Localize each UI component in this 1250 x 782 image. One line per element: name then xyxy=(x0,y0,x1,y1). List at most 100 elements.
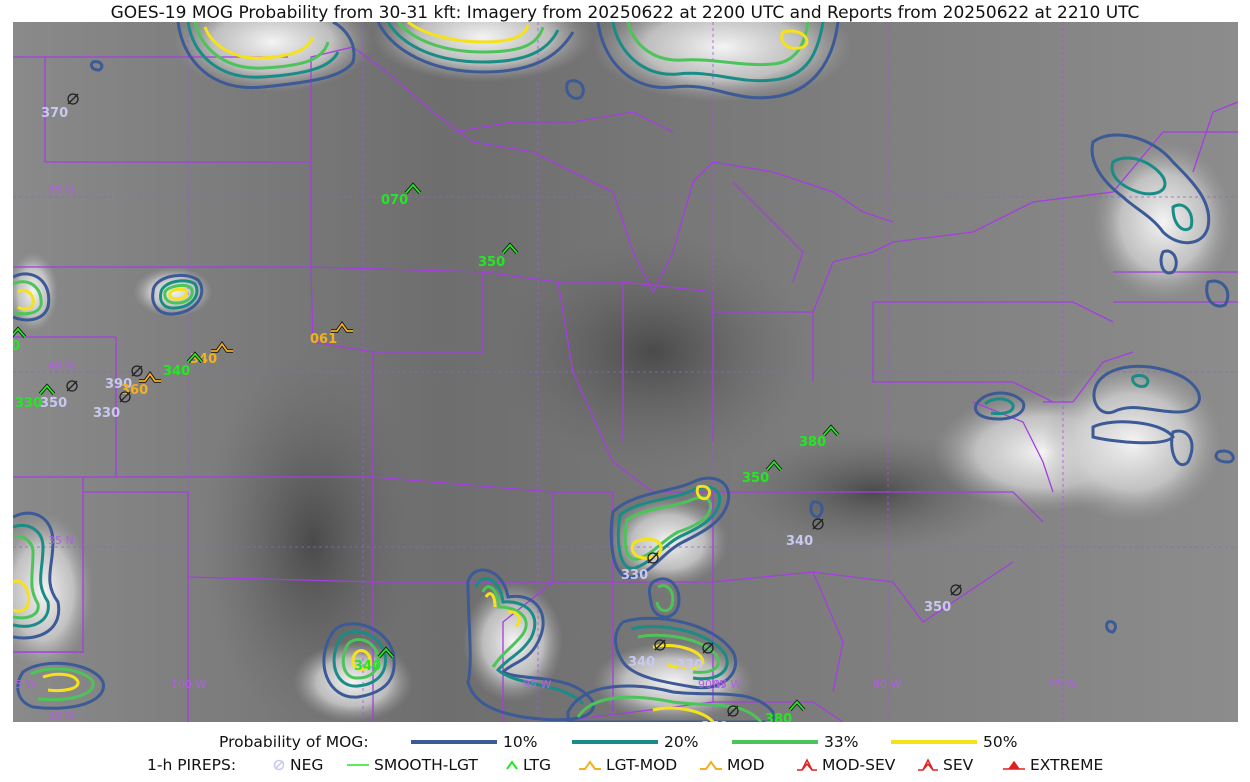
pirep-marker: 350 xyxy=(742,459,783,486)
satellite-map: 45 N 40 N 35 N 30 N 105 W 100 W 95 W 90 … xyxy=(13,22,1238,722)
lon-label-105: 105 W xyxy=(13,678,36,691)
neg-icon xyxy=(702,642,714,654)
pirep-marker: 340 xyxy=(163,351,204,379)
pirep-marker: 330 xyxy=(676,642,714,673)
contour-group-misc xyxy=(89,60,1117,634)
mod-sev-icon xyxy=(797,758,817,771)
neg-icon xyxy=(812,518,824,530)
pirep-marker: 370 xyxy=(701,705,739,722)
pirep-label: 330 xyxy=(676,658,703,673)
lat-label-45: 45 N xyxy=(48,184,74,197)
contour-group-west-edge xyxy=(13,272,51,322)
prob-50-label: 50% xyxy=(983,733,1018,751)
pirep-marker: 340 xyxy=(628,639,666,670)
lon-label-75: 75 W xyxy=(1048,678,1076,691)
lat-label-35: 35 N xyxy=(48,534,74,547)
pirep-label: 340 xyxy=(786,534,813,549)
pirep-label: 330 xyxy=(13,339,20,354)
prob-10-label: 10% xyxy=(503,733,538,751)
prob-20-swatch xyxy=(572,740,658,744)
pirep-label: 330 xyxy=(15,396,42,411)
neg-icon xyxy=(66,380,78,392)
probability-legend-label: Probability of MOG: xyxy=(219,733,369,751)
pirep-label: 360 xyxy=(121,383,148,398)
pirep-label: 330 xyxy=(621,568,648,583)
neg-slash xyxy=(66,380,78,392)
mod-icon xyxy=(700,760,722,770)
pirep-reports: 3700703500613303403403903603303503303803… xyxy=(13,93,962,722)
cloud-area xyxy=(1093,142,1233,302)
extreme-icon xyxy=(1003,760,1025,770)
ltg-icon xyxy=(39,384,55,395)
pirep-marker: 330 xyxy=(621,552,659,583)
pirep-legend-label: 1-h PIREPS: xyxy=(147,756,237,774)
pirep-label: 340 xyxy=(354,659,381,674)
grid-labels: 45 N 40 N 35 N 30 N 105 W 100 W 95 W 90 … xyxy=(13,184,1076,722)
lat-label-40: 40 N xyxy=(48,359,74,372)
neg-slash xyxy=(647,552,659,564)
lat-label-30: 30 N xyxy=(48,709,74,722)
ltg-icon xyxy=(789,700,805,711)
ltg-icon xyxy=(766,460,782,471)
neg-icon xyxy=(654,639,666,651)
pirep-mod-sev-label: MOD-SEV xyxy=(822,756,896,774)
pirep-label: 340 xyxy=(628,655,655,670)
mog-probability-contours xyxy=(13,22,1235,722)
smooth-lgt-icon xyxy=(347,764,369,766)
pirep-marker: 370 xyxy=(41,93,79,121)
ltg-icon xyxy=(506,760,518,770)
lgt-mod-icon xyxy=(331,322,353,332)
contour-group-east-2 xyxy=(974,364,1235,466)
lgt-mod-icon xyxy=(139,372,161,382)
pirep-label: 061 xyxy=(310,332,337,347)
neg-slash xyxy=(654,639,666,651)
pirep-label: 340 xyxy=(163,364,190,379)
neg-slash xyxy=(950,584,962,596)
neg-slash xyxy=(119,391,131,403)
contour-group-north-1 xyxy=(176,22,356,90)
lon-label-95: 95 W xyxy=(523,678,551,691)
neg-icon xyxy=(131,365,143,377)
pirep-lgt-mod-label: LGT-MOD xyxy=(606,756,678,774)
pirep-marker: 330 xyxy=(13,326,27,354)
pirep-label: 380 xyxy=(799,435,826,450)
neg-icon xyxy=(727,705,739,717)
neg-icon xyxy=(119,391,131,403)
pirep-extreme-label: EXTREME xyxy=(1030,756,1104,774)
pirep-label: 380 xyxy=(765,712,792,722)
dry-slot xyxy=(203,352,423,722)
neg-icon xyxy=(273,759,285,771)
pirep-label: 370 xyxy=(41,106,68,121)
cloud-area xyxy=(293,642,413,722)
pirep-label: 070 xyxy=(381,193,408,208)
pirep-smooth-lgt-label: SMOOTH-LGT xyxy=(374,756,478,774)
contour-group-texas xyxy=(322,622,396,699)
pirep-label: 350 xyxy=(40,396,67,411)
pirep-marker: 350 xyxy=(924,584,962,615)
prob-20-label: 20% xyxy=(664,733,699,751)
lon-label-80: 80 W xyxy=(873,678,901,691)
pirep-marker: 380 xyxy=(765,699,806,722)
ltg-icon xyxy=(502,243,518,254)
prob-10-swatch xyxy=(411,740,497,744)
prob-50-swatch xyxy=(891,740,977,744)
lon-label-100: 100 W xyxy=(171,678,206,691)
prob-33-label: 33% xyxy=(824,733,859,751)
pirep-label: 370 xyxy=(701,720,728,722)
pirep-marker: 390 xyxy=(105,365,143,392)
pirep-marker: 330 xyxy=(93,391,131,421)
lgt-mod-icon xyxy=(211,342,233,352)
pirep-marker: 330 xyxy=(15,383,56,411)
pirep-marker: 350 xyxy=(478,242,519,270)
neg-slash xyxy=(812,518,824,530)
pirep-label: 350 xyxy=(742,471,769,486)
pirep-marker: 061 xyxy=(310,320,353,347)
neg-slash xyxy=(131,365,143,377)
prob-33-swatch xyxy=(732,740,818,744)
contour-group-gulf-1 xyxy=(466,568,595,722)
neg-slash xyxy=(67,93,79,105)
pirep-mod-label: MOD xyxy=(727,756,765,774)
contour-group-north-2 xyxy=(376,22,575,74)
pirep-sev-label: SEV xyxy=(943,756,974,774)
ltg-icon xyxy=(823,425,839,436)
